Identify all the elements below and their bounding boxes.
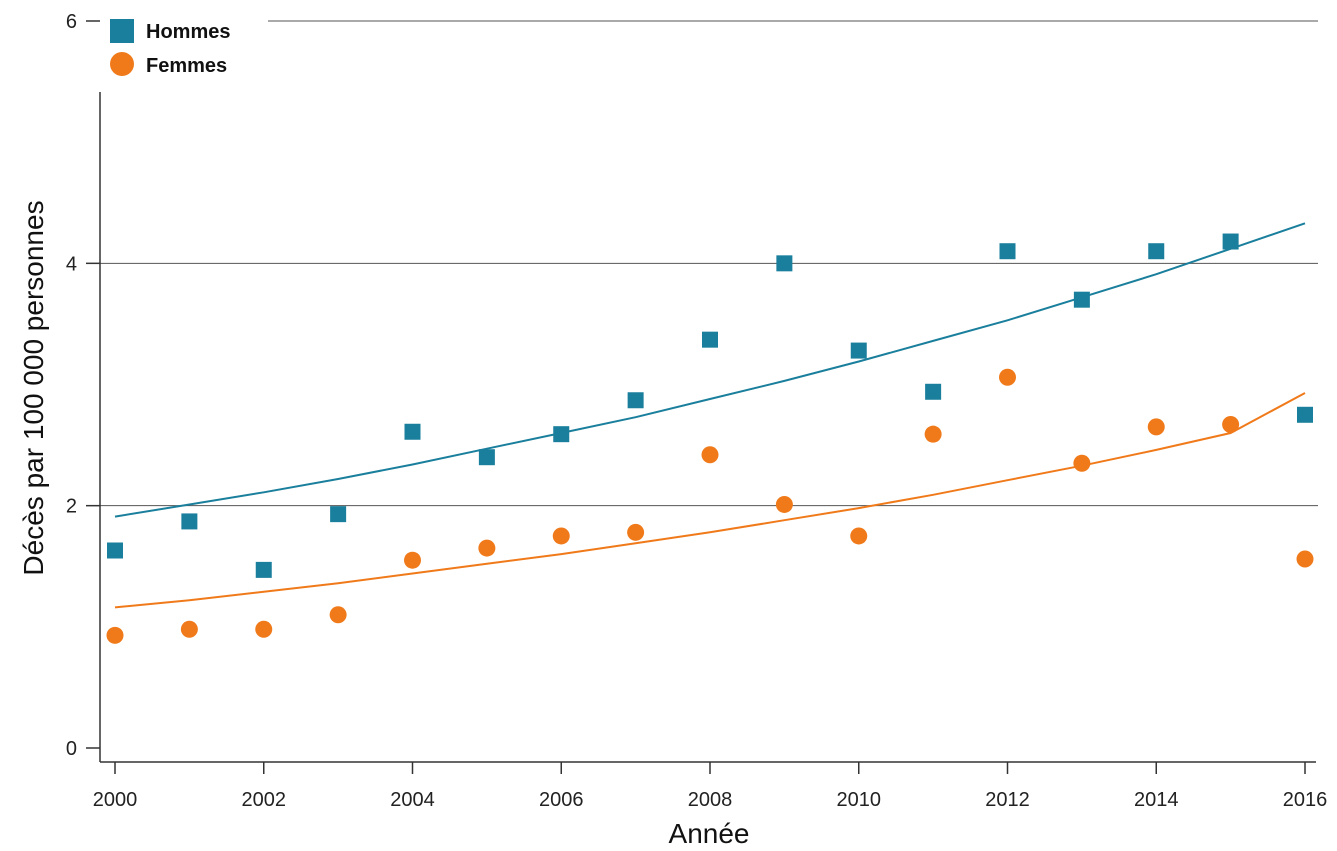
- y-tick-label: 4: [66, 253, 77, 275]
- point-femmes-2000: [106, 626, 124, 644]
- point-femmes-2016: [1296, 550, 1314, 568]
- point-femmes-2014: [1147, 418, 1165, 436]
- x-ticks: 2000 2002 2004 2006 2008 2010 2012 2014 2016: [93, 762, 1328, 811]
- point-hommes-2013: [1073, 291, 1090, 308]
- point-femmes-2011: [924, 425, 942, 443]
- point-femmes-2004: [404, 551, 421, 569]
- point-hommes-2007: [627, 392, 644, 409]
- point-femmes-2005: [478, 539, 496, 557]
- point-femmes-2002: [255, 620, 273, 638]
- point-femmes-2001: [180, 620, 198, 638]
- point-femmes-2013: [1073, 454, 1091, 472]
- point-hommes-2014: [1148, 243, 1165, 260]
- point-hommes-2006: [553, 426, 570, 443]
- point-hommes-2004: [404, 423, 421, 440]
- y-tick-label: 6: [66, 11, 77, 33]
- y-axis-title: Décès par 100 000 personnes: [18, 200, 49, 575]
- legend: Hommes Femmes: [110, 19, 230, 77]
- point-hommes-2011: [925, 383, 942, 400]
- trend-line-femmes: [114, 392, 1306, 609]
- point-hommes-2000: [107, 542, 123, 559]
- trend-lines: [114, 222, 1306, 609]
- point-hommes-2002: [255, 561, 272, 578]
- x-tick-label: 2012: [985, 789, 1030, 811]
- y-ticks: 0 2 4 6: [66, 11, 100, 760]
- point-femmes-2012: [999, 368, 1016, 386]
- x-axis-title: Année: [669, 818, 750, 849]
- point-hommes-2012: [999, 243, 1016, 260]
- x-tick-label: 2010: [837, 789, 882, 811]
- x-tick-label: 2006: [539, 789, 584, 811]
- point-hommes-2009: [776, 255, 793, 272]
- axes: [99, 92, 1316, 763]
- y-tick-label: 0: [66, 738, 77, 760]
- legend-marker-hommes: [110, 19, 134, 43]
- gridlines: [100, 20, 1318, 507]
- point-hommes-2008: [702, 331, 718, 348]
- point-femmes-2008: [701, 446, 719, 464]
- y-tick-label: 2: [66, 496, 77, 518]
- point-femmes-2015: [1222, 415, 1240, 433]
- x-tick-label: 2000: [93, 789, 138, 811]
- legend-marker-femmes: [110, 52, 134, 76]
- point-femmes-2010: [850, 527, 868, 545]
- point-femmes-2006: [552, 527, 570, 545]
- point-femmes-2009: [775, 495, 793, 513]
- data-points: [106, 233, 1314, 644]
- x-tick-label: 2014: [1134, 789, 1179, 811]
- point-hommes-2016: [1297, 406, 1313, 423]
- legend-label-femmes: Femmes: [146, 55, 227, 77]
- legend-label-hommes: Hommes: [146, 21, 230, 43]
- point-femmes-2003: [329, 606, 347, 624]
- point-hommes-2005: [478, 449, 495, 466]
- x-tick-label: 2004: [390, 789, 435, 811]
- point-femmes-2007: [627, 523, 645, 541]
- point-hommes-2003: [330, 506, 347, 523]
- x-tick-label: 2002: [242, 789, 287, 811]
- point-hommes-2010: [850, 342, 867, 359]
- point-hommes-2015: [1222, 233, 1239, 250]
- x-tick-label: 2008: [688, 789, 733, 811]
- point-hommes-2001: [181, 513, 198, 530]
- trend-line-hommes: [114, 222, 1306, 518]
- x-tick-label: 2016: [1283, 789, 1328, 811]
